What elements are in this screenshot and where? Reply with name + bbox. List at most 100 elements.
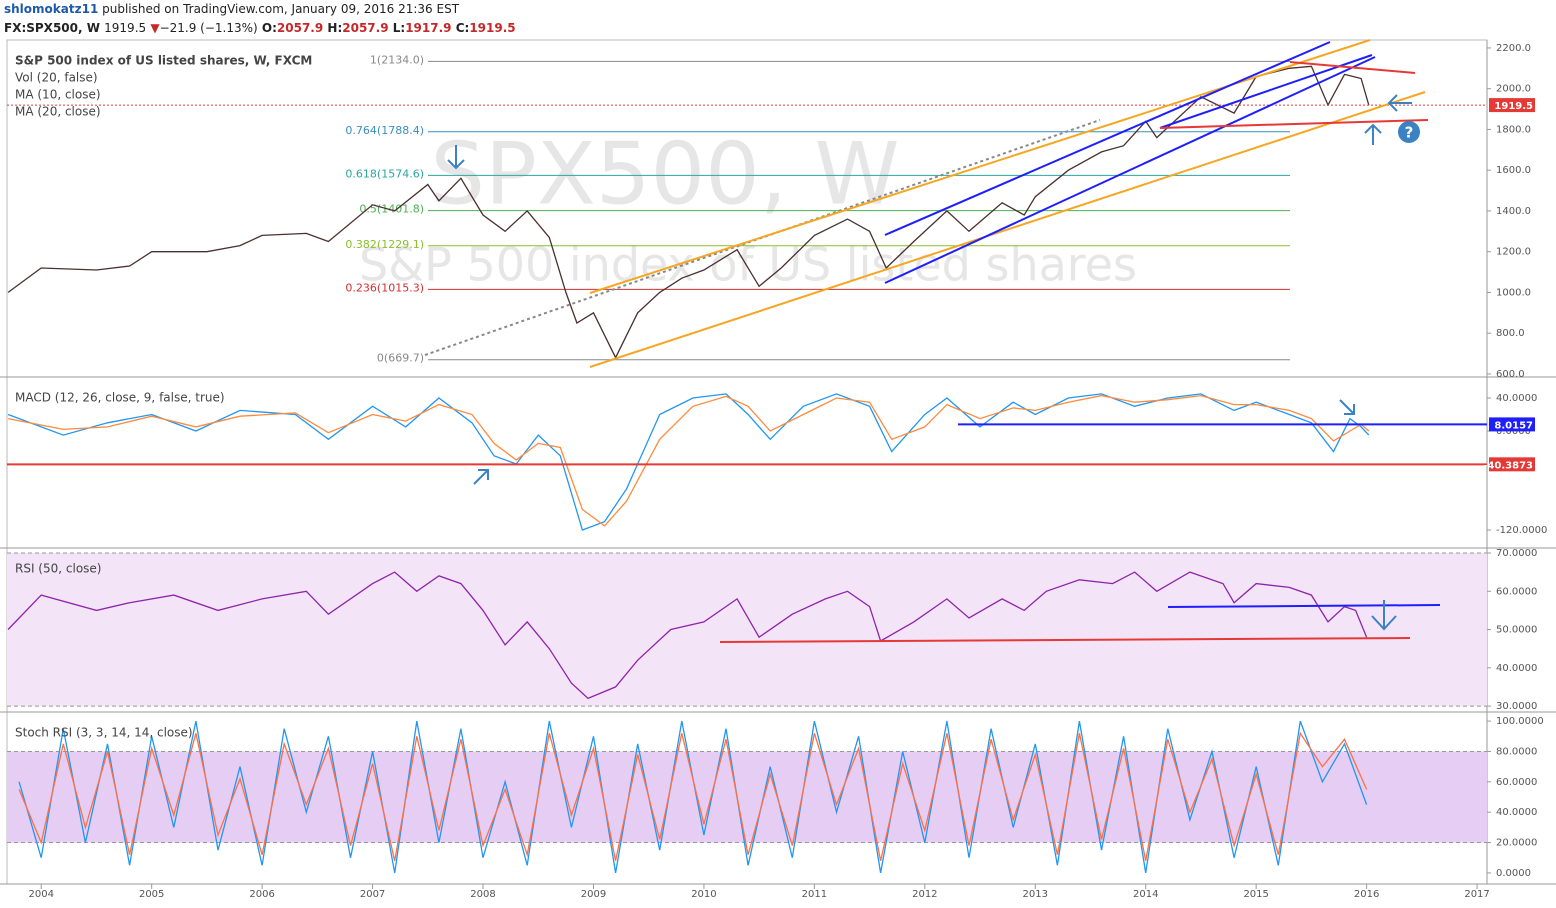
band (7, 552, 1487, 707)
author[interactable]: shlomokatz11 (4, 2, 99, 16)
y-tick-label: 1200.0 (1496, 247, 1531, 258)
last: 1919.5 (104, 21, 147, 35)
ohlc-l-label: L: (392, 21, 406, 35)
ohlc-h-label: H: (327, 21, 343, 35)
pane-legend: MA (10, close) (15, 88, 101, 102)
trend-line (1159, 54, 1373, 129)
x-tick-label: 2014 (1133, 889, 1158, 900)
x-tick-label: 2012 (912, 889, 937, 900)
trend-line (719, 637, 1411, 643)
x-tick-label: 2013 (1023, 889, 1048, 900)
ohlc-c: 1919.5 (469, 21, 516, 35)
y-tick-label: 100.0000 (1496, 716, 1544, 727)
x-tick-label: 2007 (360, 889, 385, 900)
series-line (18, 731, 1368, 861)
x-tick-label: 2010 (691, 889, 716, 900)
fib-label: 0.382(1229.1) (345, 238, 424, 251)
y-tick-label: 60.0000 (1496, 777, 1537, 788)
watermark: SPX500, W (430, 124, 899, 224)
price-tag (1489, 457, 1535, 472)
price-tag (1489, 417, 1535, 432)
arrow-icon (1371, 600, 1397, 631)
price-tag-label: 8.0157 (1494, 420, 1533, 431)
ohlc-h: 2057.9 (342, 21, 389, 35)
fib-label: 0.618(1574.6) (345, 167, 424, 180)
y-tick-label: 2200.0 (1496, 43, 1531, 54)
marks-layer: 2004 2005 2006 2007 2008 2009 2010 2011 2012 2013… (7, 43, 1547, 900)
series-line (7, 571, 1368, 700)
ohlc-l: 1917.9 (405, 21, 452, 35)
series-line (7, 65, 1370, 360)
y-tick-label: -120.0000 (1496, 525, 1547, 536)
x-tick-label: 2017 (1464, 889, 1489, 900)
pane-legend: RSI (50, close) (15, 562, 101, 576)
y-tick-label: 80.0000 (1496, 746, 1537, 757)
change: −21.9 (−1.13%) (159, 21, 258, 35)
price-tag-label: -40.3873 (1483, 460, 1533, 471)
x-tick-label: 2004 (29, 889, 54, 900)
pane-legend: S&P 500 index of US listed shares, W, FX… (15, 54, 312, 68)
trend-line (1159, 119, 1429, 129)
band (7, 751, 1487, 843)
y-tick-label: 30.0000 (1496, 701, 1537, 712)
question-mark: ? (1405, 124, 1414, 142)
arrow-icon (473, 469, 489, 485)
background-layer: SPX500, W S&P 500 index of US listed shar… (0, 39, 1556, 885)
trend-line (589, 39, 1371, 294)
fib-label: 0.5(1401.8) (359, 203, 424, 216)
trend-line (884, 41, 1331, 236)
pane-legend: MA (20, close) (15, 105, 101, 119)
arrow: ▼ (150, 21, 160, 35)
ohlc-o: 2057.9 (276, 21, 324, 35)
y-tick-label: 1000.0 (1496, 287, 1531, 298)
y-tick-label: 600.0 (1496, 369, 1525, 380)
y-tick-label: 2000.0 (1496, 84, 1531, 95)
x-tick-label: 2009 (581, 889, 606, 900)
y-tick-label: 50.0000 (1496, 625, 1537, 636)
published: published on TradingView.com, January 09… (102, 2, 460, 16)
y-tick-label: 40.0000 (1496, 663, 1537, 674)
y-tick-label: 1800.0 (1496, 124, 1531, 135)
fib-label: 0.764(1788.4) (345, 124, 424, 137)
trend-line (1289, 61, 1416, 74)
fib-label: 0(669.7) (377, 352, 424, 365)
pane-legend: MACD (12, 26, close, 9, false, true) (15, 391, 225, 405)
fib-label: 0.236(1015.3) (345, 281, 424, 294)
x-tick-label: 2016 (1354, 889, 1379, 900)
annotations: ? (424, 39, 1441, 643)
y-tick-label: 40.0000 (1496, 807, 1537, 818)
arrow-icon (1387, 94, 1412, 112)
arrow-icon (1364, 123, 1382, 145)
y-tick-label: 0.0000 (1496, 426, 1531, 437)
series-line (7, 393, 1370, 531)
y-tick-label: 0.0000 (1496, 868, 1531, 879)
ohlc-o-label: O: (261, 21, 277, 35)
series-line (7, 394, 1370, 527)
y-tick-label: 70.0000 (1496, 548, 1537, 559)
y-tick-label: 1400.0 (1496, 206, 1531, 217)
watermark: S&P 500 index of US listed shares (359, 238, 1137, 292)
ohlc-c-label: C: (455, 21, 470, 35)
price-tag-label: 1919.5 (1494, 101, 1533, 112)
x-tick-label: 2005 (139, 889, 164, 900)
question-icon (1398, 121, 1420, 143)
y-tick-label: 1600.0 (1496, 165, 1531, 176)
x-tick-label: 2015 (1243, 889, 1268, 900)
arrow-icon (1339, 399, 1355, 415)
price-tag (1489, 98, 1535, 113)
header: shlomokatz11 published on TradingView.co… (4, 0, 516, 38)
quote-line: FX:SPX500, W 1919.5 ▼−21.9 (−1.13%) O:20… (4, 19, 516, 38)
pane-legend: Stoch RSI (3, 3, 14, 14, close) (15, 726, 193, 740)
arrow-icon (447, 145, 465, 170)
publish-line: shlomokatz11 published on TradingView.co… (4, 0, 516, 19)
pane-legend: Vol (20, false) (15, 71, 98, 85)
x-tick-label: 2011 (802, 889, 827, 900)
trend-line (589, 91, 1426, 368)
trend-line (884, 56, 1376, 284)
y-tick-label: 40.0000 (1496, 393, 1537, 404)
y-tick-label: 800.0 (1496, 328, 1525, 339)
trend-line (424, 119, 1101, 356)
symbol: FX:SPX500, W (4, 21, 100, 35)
